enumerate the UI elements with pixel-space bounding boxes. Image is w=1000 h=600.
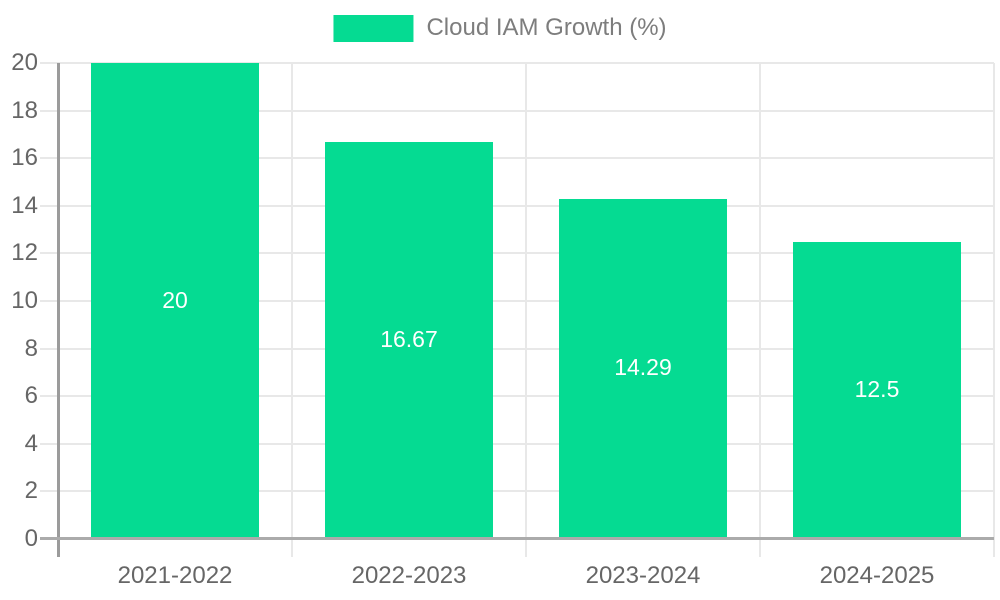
- legend-swatch: [333, 14, 414, 42]
- y-gridline: [40, 347, 994, 350]
- legend-label: Cloud IAM Growth (%): [426, 14, 667, 41]
- x-axis-tick-label: 2024-2025: [819, 562, 935, 589]
- y-gridline: [40, 252, 994, 255]
- x-gridline: [525, 63, 527, 557]
- y-gridline: [40, 109, 994, 112]
- y-axis-tick-label: 0: [24, 525, 38, 552]
- x-axis-line: [40, 537, 994, 540]
- y-gridline: [40, 62, 994, 64]
- y-axis-tick-label: 14: [11, 191, 38, 219]
- y-gridline: [40, 442, 994, 445]
- y-gridline: [40, 157, 994, 160]
- bar-2022-2023[interactable]: 16.67: [324, 142, 494, 537]
- bar-2023-2024[interactable]: 14.29: [558, 198, 728, 537]
- y-gridline: [40, 490, 994, 493]
- y-axis-tick-label: 18: [11, 96, 38, 124]
- x-gridline: [993, 63, 995, 557]
- y-axis-tick-label: 16: [11, 144, 38, 172]
- bar-value-label: 16.67: [380, 326, 438, 353]
- y-axis-tick-label: 2: [24, 477, 38, 505]
- y-axis-tick-label: 20: [11, 49, 38, 76]
- bar-value-label: 14.29: [614, 354, 672, 381]
- bar-value-label: 20: [162, 286, 188, 313]
- bar-value-label: 12.5: [854, 375, 900, 402]
- y-axis-tick-label: 6: [24, 382, 38, 410]
- bar-2021-2022[interactable]: 20: [90, 63, 260, 537]
- y-axis-tick-label: 8: [24, 334, 38, 362]
- y-gridline: [40, 395, 994, 398]
- x-gridline: [759, 63, 761, 557]
- y-gridline: [40, 300, 994, 302]
- y-axis-tick-label: 12: [11, 239, 38, 267]
- x-axis-tick-label: 2021-2022: [117, 562, 233, 589]
- legend[interactable]: Cloud IAM Growth (%): [333, 14, 667, 42]
- x-axis-tick-label: 2023-2024: [585, 562, 701, 589]
- y-axis-line: [57, 63, 60, 557]
- bar-2024-2025[interactable]: 12.5: [792, 241, 962, 537]
- x-axis-tick-label: 2022-2023: [351, 562, 467, 589]
- y-gridline: [40, 204, 994, 207]
- y-axis-tick-label: 4: [24, 429, 38, 457]
- y-axis-tick-label: 10: [11, 287, 38, 314]
- x-gridline: [291, 63, 293, 557]
